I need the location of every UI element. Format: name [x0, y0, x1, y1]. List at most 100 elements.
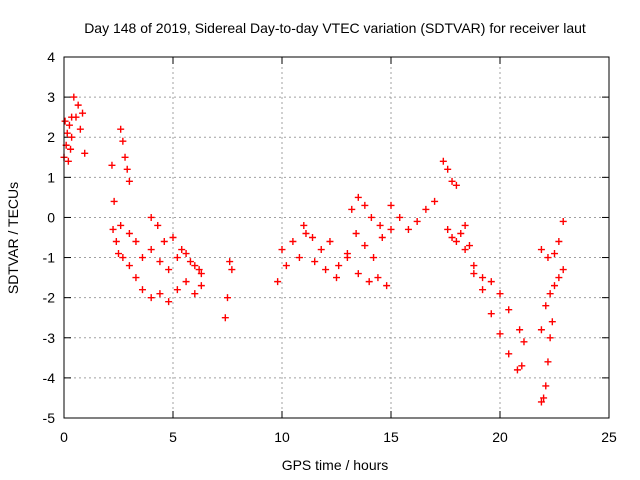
data-point — [537, 398, 545, 406]
y-axis-label: SDTVAR / TECUs — [5, 182, 21, 294]
data-point — [65, 121, 73, 129]
x-tick-label: 10 — [274, 429, 290, 445]
data-point — [115, 250, 122, 258]
series-seg-11.0-15.0-a — [300, 221, 395, 270]
data-point — [173, 254, 181, 262]
series-seg-15.0-17.0 — [387, 197, 439, 233]
data-point — [112, 238, 120, 246]
y-tick-label: -3 — [43, 330, 56, 346]
data-point — [72, 113, 80, 121]
data-point — [76, 125, 84, 133]
series-seg-11.5-14.8-b — [311, 254, 391, 290]
y-tick-label: -1 — [43, 250, 56, 266]
data-point — [439, 157, 447, 165]
data-point — [117, 125, 125, 133]
data-point — [513, 366, 521, 374]
plot-frame — [63, 56, 610, 419]
data-point — [322, 266, 330, 274]
data-point — [542, 382, 550, 390]
axis-ticks — [63, 56, 610, 419]
data-point — [448, 177, 456, 185]
data-point — [125, 177, 133, 185]
series-seg-17.6-18.6 — [444, 221, 473, 250]
data-point — [224, 294, 231, 302]
data-point — [431, 197, 439, 205]
data-point — [197, 282, 205, 290]
data-point — [221, 314, 229, 322]
data-point — [496, 290, 504, 298]
data-point — [81, 149, 89, 157]
y-tick-label: -2 — [43, 290, 56, 306]
data-point — [479, 274, 487, 282]
data-point — [125, 229, 133, 237]
data-point — [461, 246, 469, 254]
data-point — [413, 217, 421, 225]
y-tick-label: 3 — [47, 89, 55, 105]
data-point — [354, 270, 362, 278]
data-point — [173, 286, 181, 294]
data-point — [555, 274, 563, 282]
data-point — [64, 157, 72, 165]
data-point — [505, 306, 513, 314]
data-point — [537, 246, 545, 254]
x-tick-label: 20 — [492, 429, 508, 445]
data-point — [546, 334, 554, 342]
data-point — [444, 165, 452, 173]
series-seg-4.0-6.2-c — [147, 213, 203, 274]
data-point — [132, 238, 140, 246]
data-point — [548, 318, 556, 326]
data-point — [555, 238, 563, 246]
data-point — [147, 294, 155, 302]
data-point — [470, 262, 478, 270]
data-point — [540, 394, 548, 402]
data-point — [67, 145, 75, 153]
data-point — [300, 221, 308, 229]
data-point — [109, 225, 117, 233]
data-point — [542, 302, 550, 310]
data-point — [461, 221, 469, 229]
series-seg-0.35-0.95 — [68, 93, 89, 157]
data-point — [487, 278, 495, 286]
data-point — [282, 262, 290, 270]
data-point — [182, 278, 190, 286]
data-point — [61, 117, 69, 125]
data-point — [343, 254, 351, 262]
x-tick-label: 15 — [383, 429, 399, 445]
data-point — [374, 274, 382, 282]
data-point — [505, 350, 513, 358]
data-point — [470, 270, 478, 278]
data-point — [165, 298, 173, 306]
data-point — [452, 181, 460, 189]
series-seg-9.8-11.1 — [274, 229, 310, 286]
data-point — [457, 229, 465, 237]
data-point — [302, 229, 310, 237]
y-tick-label: -4 — [43, 370, 56, 386]
data-point — [63, 129, 71, 137]
data-point — [195, 266, 203, 274]
data-point — [117, 221, 125, 229]
data-point — [311, 258, 319, 266]
data-point — [376, 221, 384, 229]
data-point — [182, 250, 190, 258]
data-point — [520, 338, 528, 346]
series-seg-7.4-7.7 — [221, 258, 236, 322]
data-point — [156, 290, 164, 298]
data-point — [444, 225, 452, 233]
x-tick-label: 25 — [601, 429, 617, 445]
data-point — [226, 258, 234, 266]
series-seg-2.2-2.7 — [108, 161, 127, 262]
data-point — [361, 201, 369, 209]
series-seg-13.2-14.5-c — [348, 193, 384, 229]
series-seg-18.4-21.0-a — [461, 246, 526, 374]
series-seg-17.4-18.0 — [439, 157, 460, 189]
data-point — [465, 242, 473, 250]
series-seg-18.8-20.9-b — [470, 262, 524, 334]
data-point — [479, 286, 487, 294]
data-point — [354, 193, 362, 201]
data-point — [317, 246, 325, 254]
series-seg-21.1 — [520, 338, 528, 346]
data-point — [147, 246, 155, 254]
data-point — [147, 213, 155, 221]
data-point — [516, 326, 524, 334]
data-point — [404, 225, 412, 233]
